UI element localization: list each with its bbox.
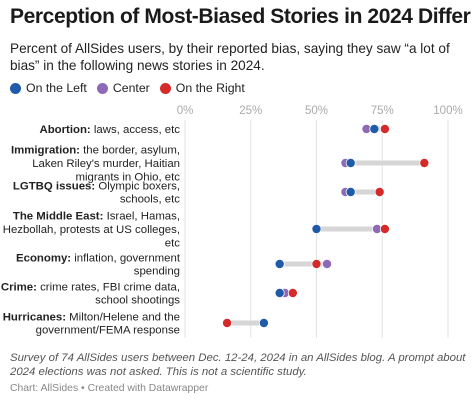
legend-dot-right: [159, 82, 171, 94]
category-label-bold: LGTBQ issues:: [13, 180, 95, 192]
x-tick-label: 25%: [239, 105, 262, 117]
category-label-line: Immigration: the border, asylum,: [11, 145, 180, 157]
dot-left: [274, 258, 285, 269]
footer-source: Chart: AllSides: [10, 383, 79, 394]
footer-datawrapper: Created with Datawrapper: [87, 383, 209, 394]
footer-separator: •: [78, 383, 88, 394]
legend-item-center: Center: [96, 81, 150, 95]
category-label-rest: crime rates, FBI crime data,: [37, 281, 180, 293]
category-label-bold: Crime:: [1, 281, 37, 293]
category-label-line: Laken Riley's murder, Haitian: [32, 158, 180, 170]
legend-dot-left: [10, 82, 21, 94]
chart-title: Perception of Most-Biased Stories in 202…: [10, 5, 471, 28]
category-label-line: spending: [134, 266, 180, 278]
dot-right: [379, 123, 390, 134]
category-label-line: Abortion: laws, access, etc: [39, 124, 180, 136]
category-label: LGTBQ issues: Olympic boxers, schools, et…: [13, 180, 180, 205]
category-label-line: schools, etc: [120, 194, 180, 206]
category-label-rest: Milton/Helene and the: [66, 311, 180, 323]
footer-credit: Chart: AllSides • Created with Datawrapp…: [10, 383, 208, 394]
category-label-line: migrants in Ohio, etc: [76, 171, 181, 183]
dot-right: [222, 317, 233, 328]
legend-label-left: On the Left: [26, 81, 87, 95]
category-label-rest: the border, asylum,: [80, 145, 180, 157]
category-label: Immigration: the border, asylum, Laken Ri…: [11, 145, 180, 184]
legend-item-left: On the Left: [10, 81, 87, 95]
category-label: Hurricanes: Milton/Helene and the governm…: [3, 311, 180, 336]
dot-left: [345, 187, 356, 198]
category-label-rest: inflation, government: [71, 252, 181, 264]
dot-left: [345, 158, 356, 169]
chart-subtitle: Percent of AllSides users, by their repo…: [10, 41, 450, 73]
category-label: The Middle East: Israel, Hamas, Hezbollah…: [3, 211, 181, 250]
category-label-rest: Olympic boxers,: [95, 180, 180, 192]
category-label-line: school shootings: [95, 295, 180, 307]
category-label: Crime: crime rates, FBI crime data, schoo…: [1, 281, 180, 306]
x-tick-label: 75%: [371, 105, 394, 117]
category-label-line: LGTBQ issues: Olympic boxers,: [13, 180, 180, 192]
category-label-bold: Abortion:: [39, 124, 90, 136]
x-tick-label: 0%: [177, 105, 194, 117]
x-tick-label: 100%: [433, 105, 462, 117]
dot-right: [374, 187, 385, 198]
dot-left: [369, 123, 380, 134]
legend-item-right: On the Right: [159, 81, 245, 95]
category-label: Abortion: laws, access, etc: [39, 124, 180, 136]
dot-right: [419, 158, 430, 169]
legend-label-center: Center: [112, 81, 150, 95]
legend-label-right: On the Right: [175, 81, 245, 95]
footer-note: Survey of 74 AllSides users between Dec.…: [10, 352, 466, 378]
category-label-line: Hezbollah, protests at US colleges,: [3, 224, 180, 236]
category-label-line: Economy: inflation, government: [16, 252, 181, 264]
category-label-rest: laws, access, etc: [91, 124, 181, 136]
category-label-line: etc: [165, 237, 180, 249]
category-label-rest: Israel, Hamas,: [103, 211, 180, 223]
dot-left: [274, 287, 285, 298]
dot-center: [322, 258, 333, 269]
dot-right: [287, 287, 298, 298]
category-label-bold: Economy:: [16, 252, 71, 264]
chart-legend: On the Left Center On the Right: [10, 80, 255, 96]
category-label: Economy: inflation, government spending: [16, 252, 181, 277]
dot-left: [311, 224, 322, 235]
category-label-bold: Immigration:: [11, 145, 80, 157]
dot-right: [379, 224, 390, 235]
dot-plot-chart: 0% 25% 50% 75% 100% Abortion: laws, access, e…: [1, 105, 463, 338]
category-label-line: The Middle East: Israel, Hamas,: [13, 211, 180, 223]
category-label-line: government/FEMA response: [36, 325, 180, 337]
category-label-bold: Hurricanes:: [3, 311, 66, 323]
dot-left: [258, 317, 269, 328]
legend-dot-center: [96, 82, 108, 94]
x-tick-label: 50%: [305, 105, 328, 117]
category-label-line: Hurricanes: Milton/Helene and the: [3, 311, 180, 323]
category-label-line: Crime: crime rates, FBI crime data,: [1, 281, 180, 293]
dot-right: [311, 258, 322, 269]
category-label-bold: The Middle East:: [13, 211, 104, 223]
